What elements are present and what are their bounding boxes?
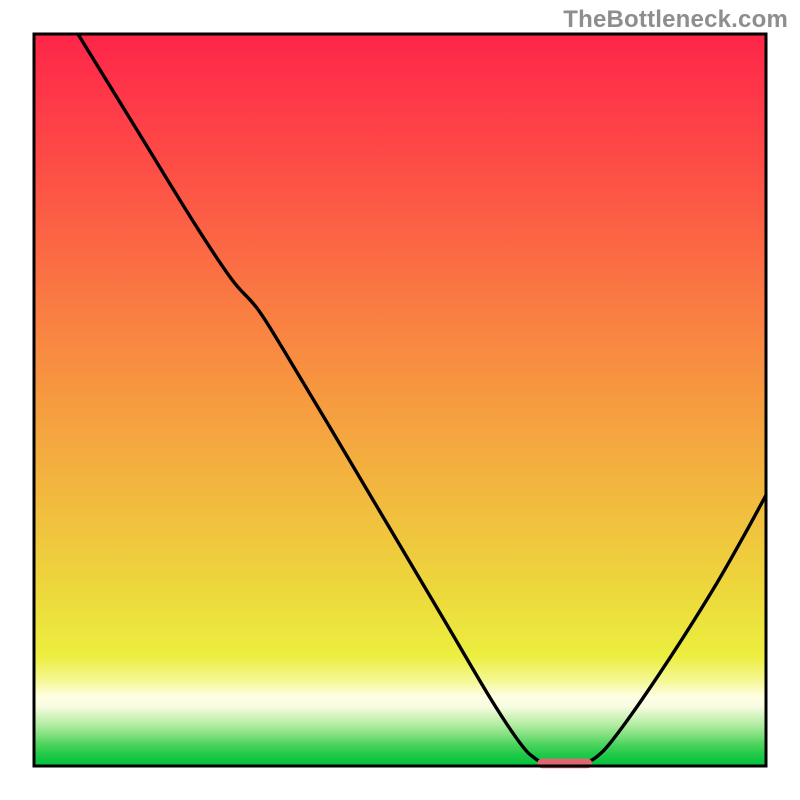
bottleneck-chart — [0, 0, 800, 800]
chart-canvas: { "watermark": { "text": "TheBottleneck.… — [0, 0, 800, 800]
